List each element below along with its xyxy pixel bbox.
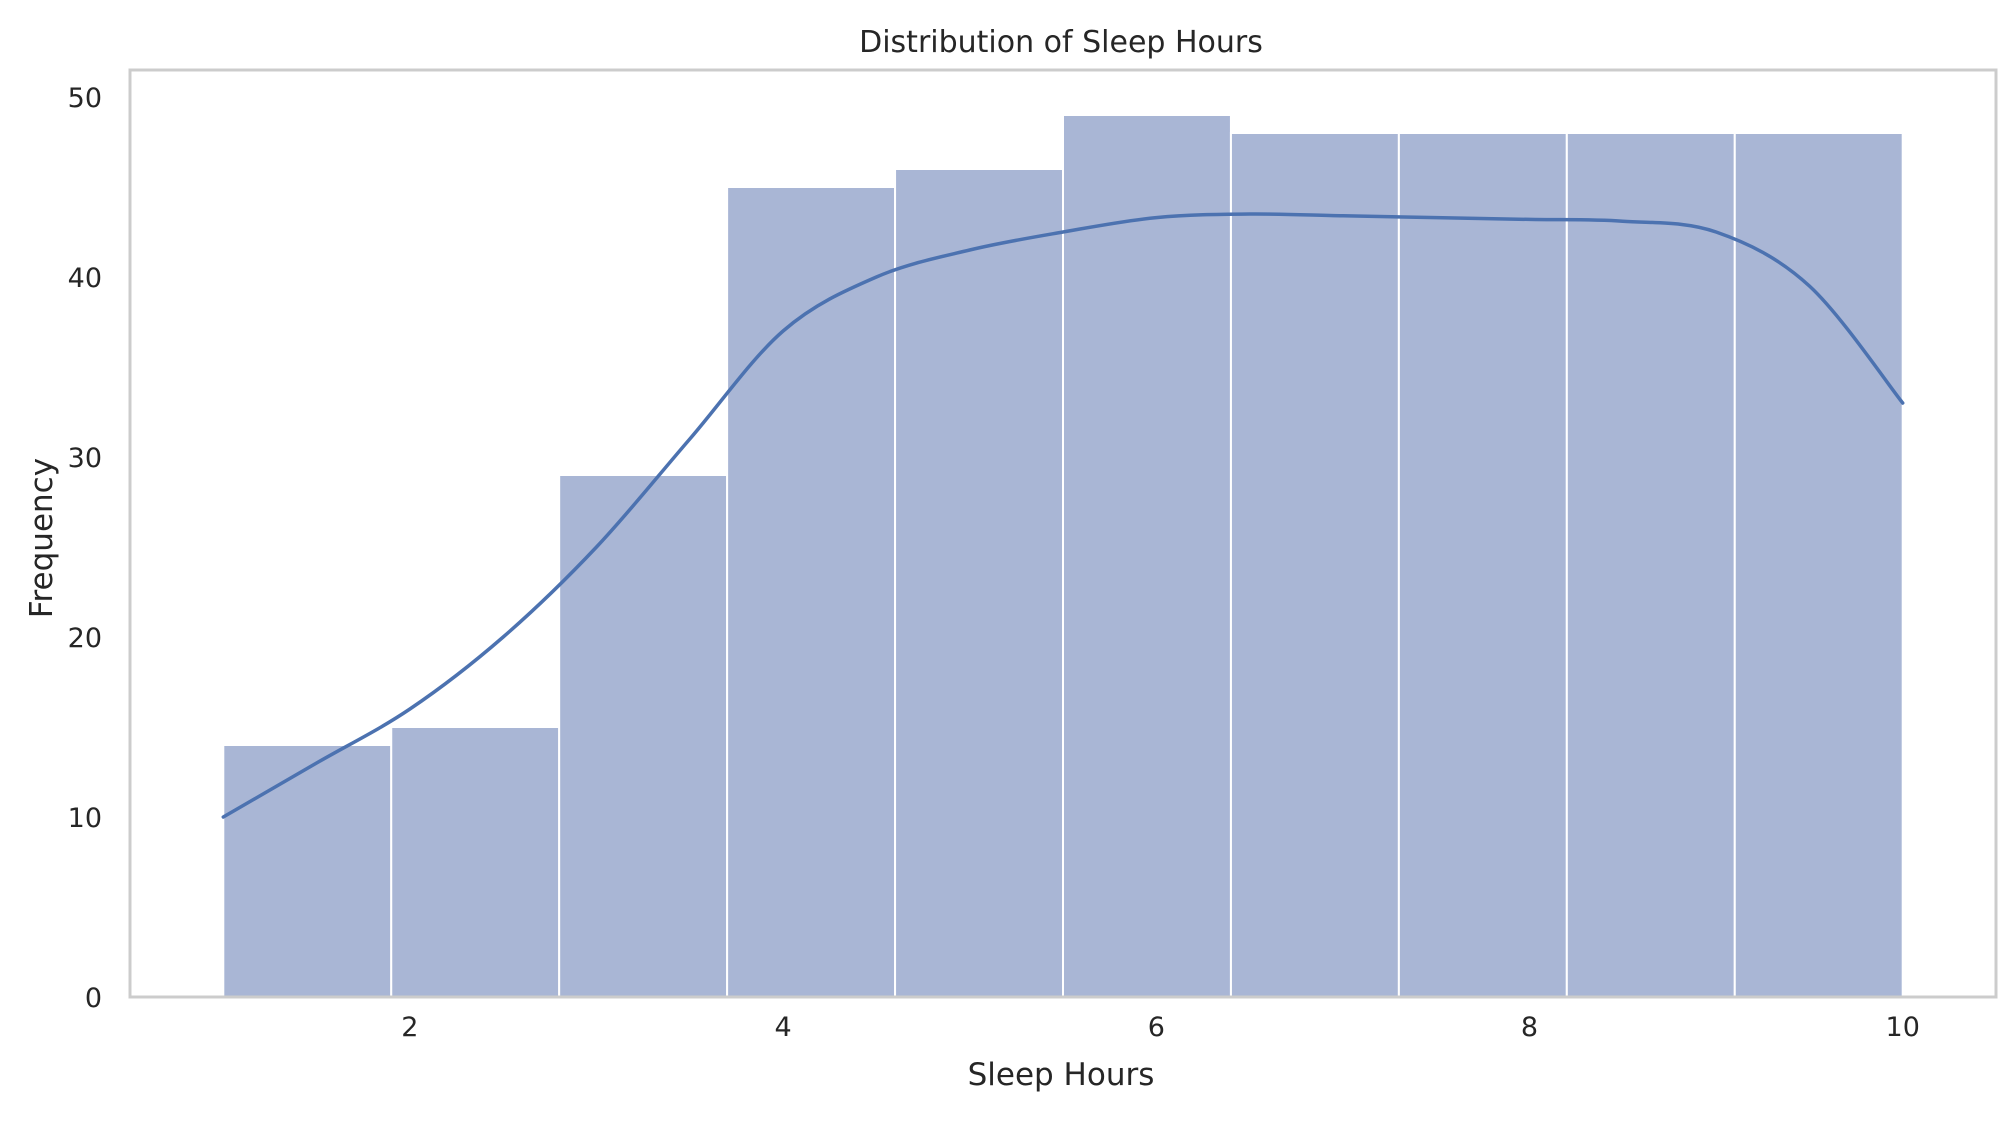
x-tick-label-2: 2 bbox=[401, 1012, 418, 1043]
histogram-bar-8 bbox=[1397, 132, 1568, 998]
y-tick-label-0: 0 bbox=[85, 983, 102, 1014]
y-tick-label-20: 20 bbox=[68, 623, 102, 654]
histogram-bar-9 bbox=[1565, 132, 1736, 998]
x-tick-label-6: 6 bbox=[1148, 1012, 1165, 1043]
y-tick-labels: 0 10 20 30 40 50 bbox=[68, 83, 102, 1014]
y-tick-label-10: 10 bbox=[68, 803, 102, 834]
histogram-bar-7 bbox=[1229, 132, 1400, 998]
chart-title: Distribution of Sleep Hours bbox=[859, 25, 1263, 60]
x-tick-label-8: 8 bbox=[1521, 1012, 1538, 1043]
histogram-bar-1 bbox=[222, 744, 393, 998]
plot-frame bbox=[128, 68, 1998, 999]
y-tick-label-40: 40 bbox=[68, 263, 102, 294]
y-tick-label-50: 50 bbox=[68, 83, 102, 114]
histogram-bar-3 bbox=[558, 474, 729, 998]
x-tick-label-4: 4 bbox=[775, 1012, 792, 1043]
bars-group bbox=[222, 114, 1904, 998]
histogram-bar-2 bbox=[390, 726, 561, 998]
histogram-bar-4 bbox=[726, 186, 897, 998]
y-axis-label: Frequency bbox=[24, 458, 60, 618]
histogram-bar-10 bbox=[1733, 132, 1904, 998]
x-axis-label: Sleep Hours bbox=[968, 1057, 1155, 1093]
x-tick-label-10: 10 bbox=[1886, 1012, 1920, 1043]
kde-curve bbox=[221, 212, 1905, 819]
histogram-bar-5 bbox=[894, 168, 1064, 998]
histogram-bar-6 bbox=[1062, 114, 1232, 998]
y-tick-label-30: 30 bbox=[68, 443, 102, 474]
x-tick-labels: 2 4 6 8 10 bbox=[401, 1012, 1920, 1043]
